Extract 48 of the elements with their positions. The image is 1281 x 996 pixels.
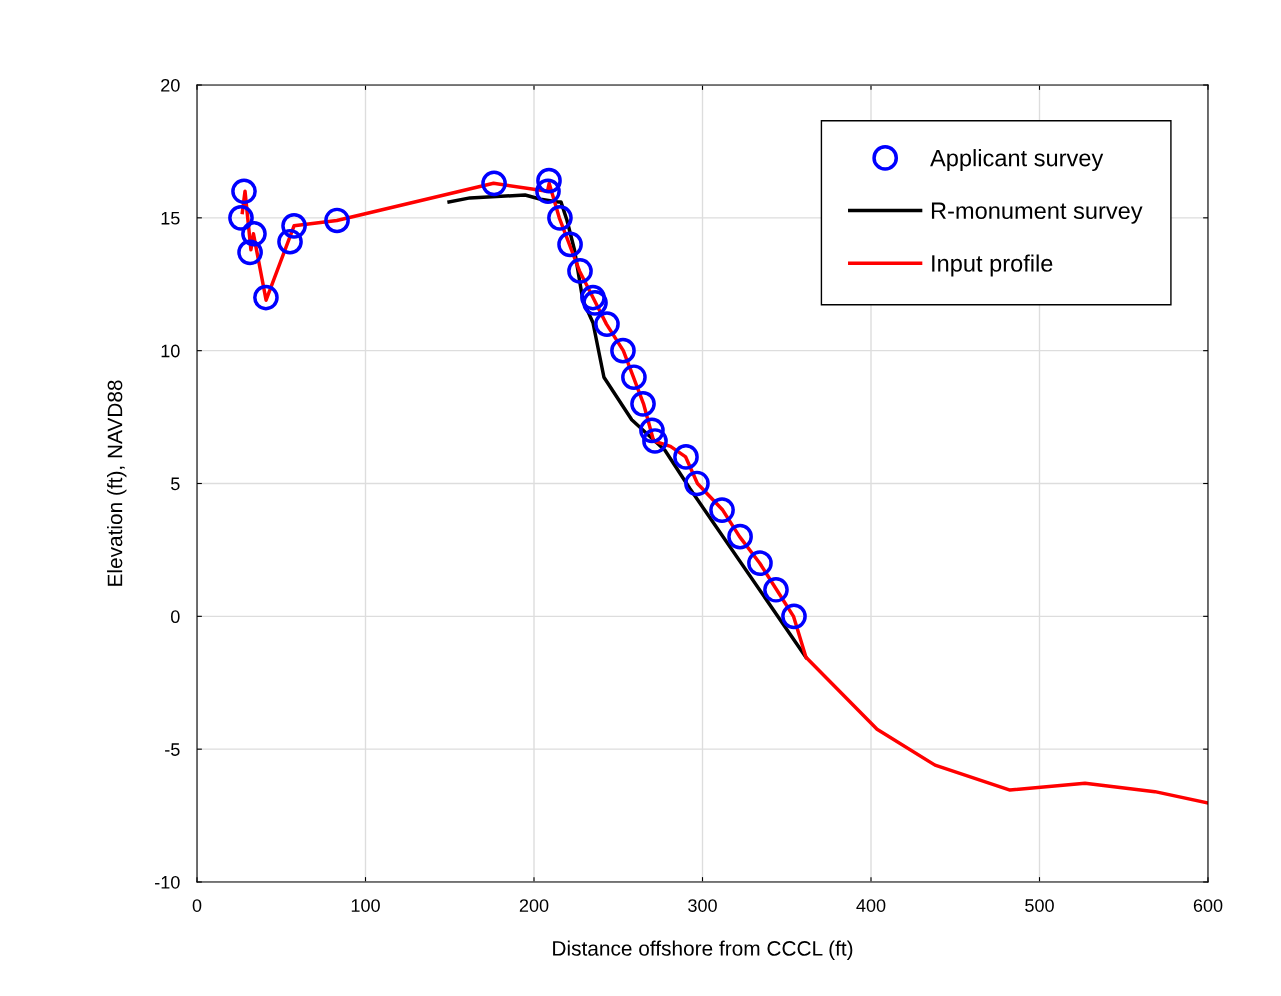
y-tick-label: -10 xyxy=(155,875,180,889)
x-tick-label: 500 xyxy=(1025,899,1054,912)
point xyxy=(481,170,507,197)
y-axis-title: Elevation (ft), NAVD88 xyxy=(107,380,127,586)
point xyxy=(610,337,636,364)
y-tick-label: 20 xyxy=(161,78,180,92)
point xyxy=(630,390,656,417)
x-tick-label: 400 xyxy=(856,899,886,912)
point xyxy=(621,364,647,391)
point xyxy=(781,603,807,630)
point xyxy=(747,550,773,577)
legend-label: R-monument survey xyxy=(931,202,1143,224)
point xyxy=(324,207,350,234)
point xyxy=(535,178,561,205)
point xyxy=(241,220,267,247)
point xyxy=(639,417,665,444)
point xyxy=(253,284,279,311)
x-tick-label: 0 xyxy=(192,899,202,912)
y-tick-label: -5 xyxy=(165,743,180,756)
point xyxy=(237,239,263,266)
point xyxy=(231,178,257,205)
point xyxy=(709,497,735,523)
legend-label: Applicant survey xyxy=(930,149,1104,172)
point xyxy=(673,444,699,470)
point xyxy=(567,258,593,284)
point xyxy=(582,290,608,316)
point xyxy=(547,204,573,231)
point xyxy=(277,228,303,255)
x-tick-label: 200 xyxy=(519,899,549,912)
point xyxy=(594,311,620,337)
point xyxy=(281,212,307,239)
point xyxy=(557,231,583,258)
legend-label: Input profile xyxy=(932,254,1053,277)
y-tick-label: 15 xyxy=(161,211,180,225)
point xyxy=(580,284,606,311)
x-tick-label: 100 xyxy=(351,899,380,912)
point xyxy=(228,204,254,231)
x-tick-label: 600 xyxy=(1193,899,1223,912)
point xyxy=(763,576,789,603)
point xyxy=(727,523,753,550)
point xyxy=(684,470,710,497)
point xyxy=(536,167,562,194)
y-tick-label: 0 xyxy=(171,610,180,624)
x-axis-title: Distance offshore from CCCL (ft) xyxy=(553,940,853,960)
y-tick-label: 5 xyxy=(171,477,180,491)
point xyxy=(642,428,668,454)
x-tick-label: 300 xyxy=(688,899,717,912)
y-tick-label: 10 xyxy=(161,344,180,358)
